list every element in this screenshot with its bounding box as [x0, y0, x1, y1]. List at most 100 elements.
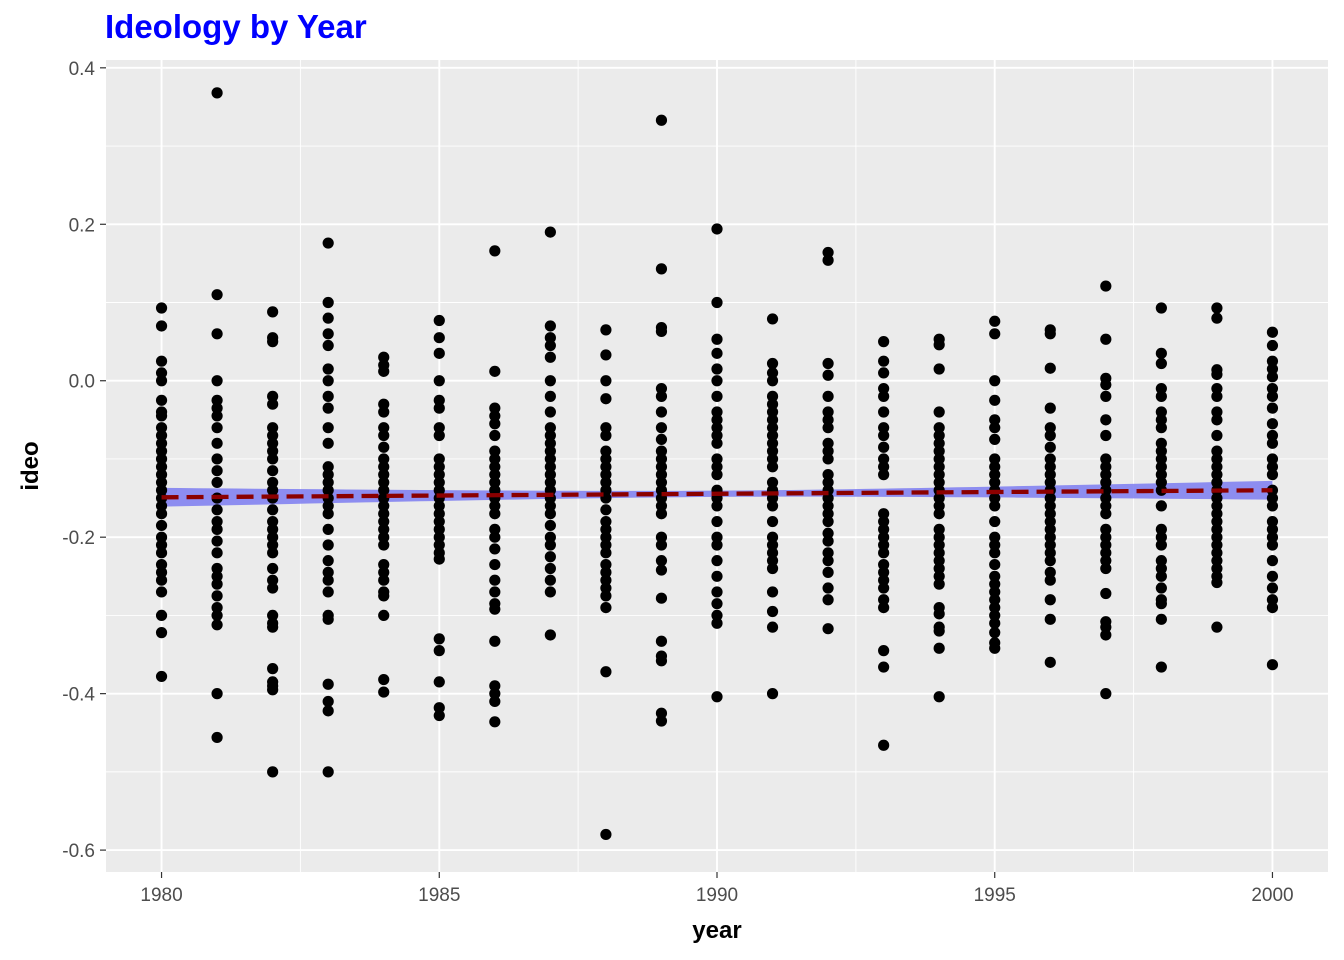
data-point [322, 586, 334, 598]
data-point [378, 574, 390, 586]
data-point [1211, 531, 1223, 543]
data-point [1044, 508, 1056, 520]
data-point [489, 558, 501, 571]
data-point [544, 519, 556, 532]
data-point [989, 547, 1001, 559]
data-point [1155, 347, 1167, 359]
data-point [655, 715, 668, 727]
data-point [933, 531, 945, 543]
data-point [1044, 656, 1056, 668]
data-point [155, 320, 168, 332]
data-point [489, 680, 501, 692]
data-point [489, 603, 501, 615]
data-point [822, 254, 834, 266]
data-point [489, 716, 501, 728]
data-point [655, 635, 668, 647]
data-point [1211, 302, 1223, 314]
data-point [822, 582, 834, 594]
data-point [1155, 437, 1167, 449]
data-point [544, 562, 556, 575]
data-point [878, 461, 890, 473]
data-point [489, 531, 501, 543]
data-point [711, 363, 723, 375]
data-point [1266, 371, 1279, 383]
data-point [600, 539, 612, 551]
data-point [878, 382, 890, 395]
data-point [544, 476, 556, 489]
data-point [1100, 547, 1112, 559]
data-point [211, 453, 223, 465]
data-point [933, 555, 945, 567]
data-point [267, 465, 279, 477]
data-point [711, 461, 723, 473]
data-point [322, 375, 334, 387]
data-point [766, 367, 779, 379]
data-point [989, 433, 1001, 445]
data-point [267, 437, 279, 449]
data-point [989, 539, 1001, 551]
data-point [322, 613, 334, 625]
data-point [600, 666, 612, 678]
data-point [655, 555, 668, 567]
data-point [211, 375, 223, 387]
data-point [1044, 492, 1056, 504]
axis-ticks [100, 67, 1274, 878]
data-point [1044, 574, 1056, 586]
data-point [433, 709, 445, 722]
data-point [878, 453, 890, 465]
data-point [933, 625, 945, 637]
data-point [211, 410, 223, 422]
data-point [322, 555, 334, 567]
data-point [600, 349, 612, 361]
data-point [211, 422, 223, 434]
data-point [489, 418, 501, 430]
data-point [655, 406, 668, 418]
data-point [1044, 547, 1056, 559]
data-point [600, 469, 612, 481]
data-point [655, 390, 668, 402]
data-point [1155, 357, 1167, 370]
data-point [1100, 562, 1112, 575]
data-point [989, 492, 1001, 504]
data-point [989, 414, 1001, 426]
data-point [1266, 469, 1279, 481]
data-point [267, 684, 279, 696]
data-point [322, 523, 334, 535]
data-point [211, 437, 223, 449]
data-point [1266, 390, 1279, 402]
data-point [1044, 566, 1056, 578]
data-point [989, 594, 1001, 606]
data-point [267, 531, 279, 543]
data-point [822, 594, 834, 606]
data-point [822, 527, 834, 539]
data-point [378, 558, 390, 571]
data-point [544, 445, 556, 457]
data-point [1155, 445, 1167, 457]
y-tick-label: 0.2 [69, 215, 95, 236]
data-point [155, 574, 168, 586]
data-point [1266, 555, 1279, 567]
data-point [878, 508, 890, 520]
data-point [211, 535, 223, 547]
data-point [1211, 515, 1223, 528]
data-point [489, 245, 501, 257]
data-point [544, 375, 556, 387]
data-point [878, 515, 890, 528]
data-point [1044, 429, 1056, 442]
data-point [267, 621, 279, 633]
data-point [155, 437, 168, 449]
data-point [267, 582, 279, 594]
data-point [878, 390, 890, 402]
data-point [322, 574, 334, 586]
data-point [1155, 453, 1167, 465]
data-point [1211, 429, 1223, 442]
data-point [322, 437, 334, 449]
data-point [933, 339, 945, 351]
data-point [1266, 437, 1279, 449]
x-axis-title: year [692, 917, 741, 944]
data-point [378, 453, 390, 465]
data-point [433, 515, 445, 528]
y-tick-label: 0.0 [69, 372, 95, 393]
data-point [433, 347, 445, 359]
data-point [1266, 453, 1279, 465]
